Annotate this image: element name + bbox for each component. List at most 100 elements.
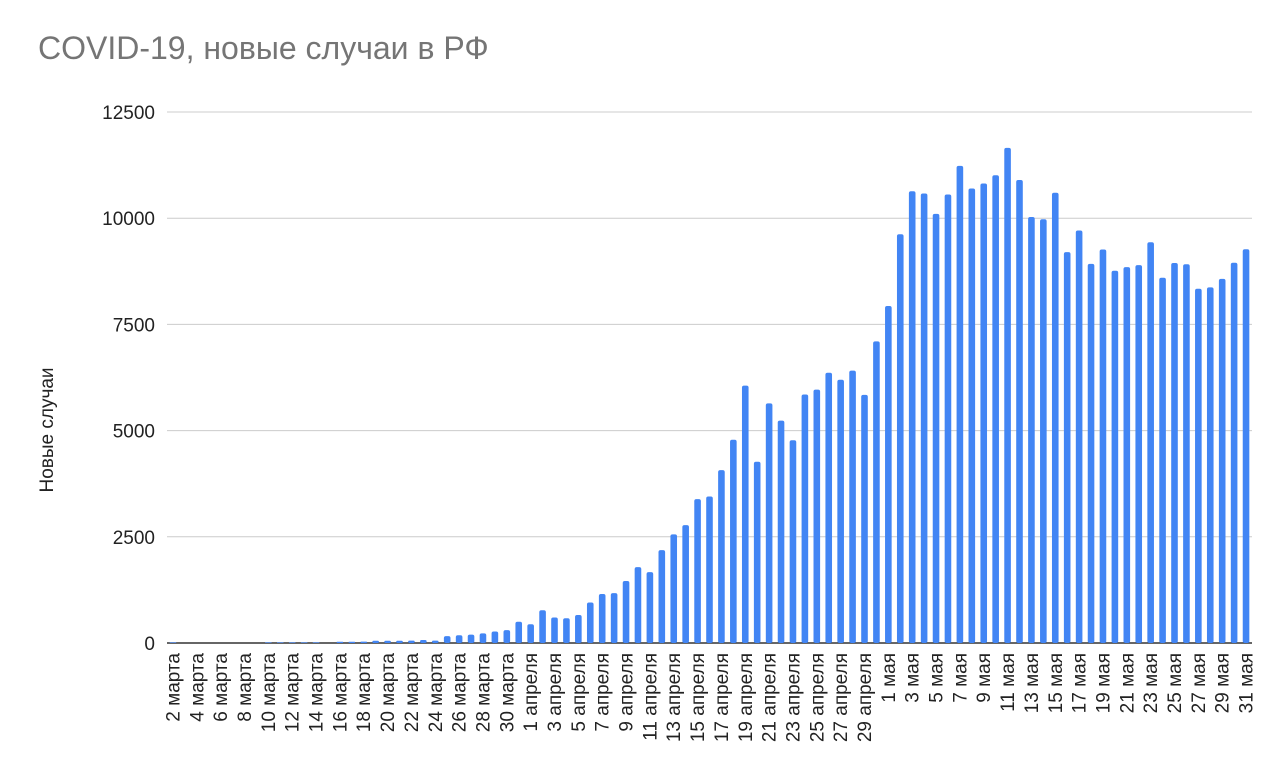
x-tick-label: 22 марта <box>402 653 423 733</box>
bar <box>431 640 439 643</box>
bar <box>443 636 451 643</box>
bar <box>360 641 368 643</box>
bar <box>730 439 737 643</box>
bar <box>825 372 833 643</box>
x-tick-label: 28 марта <box>473 653 494 733</box>
y-tick-label: 7500 <box>113 315 155 336</box>
bar <box>849 370 856 643</box>
bar <box>1099 249 1107 644</box>
bar <box>288 642 296 643</box>
y-axis-ticks: 0 2500 5000 7500 10000 12500 <box>102 103 155 655</box>
x-tick-label: 31 мая <box>1237 653 1258 713</box>
bar <box>503 630 511 643</box>
bar <box>932 213 940 643</box>
bar <box>789 440 797 643</box>
bar <box>1087 263 1095 643</box>
bar <box>408 640 415 643</box>
bar <box>420 639 427 643</box>
x-tick-label: 19 мая <box>1093 653 1114 713</box>
x-tick-label: 17 мая <box>1070 653 1091 713</box>
bar <box>1171 262 1178 643</box>
bar <box>1051 192 1059 643</box>
bar <box>1111 270 1119 643</box>
bar <box>1135 265 1143 643</box>
x-tick-label: 11 мая <box>998 653 1019 712</box>
bar <box>885 306 892 643</box>
bar <box>1195 288 1202 643</box>
x-tick-label: 8 марта <box>235 653 256 722</box>
bar <box>598 593 606 643</box>
x-tick-label: 29 апреля <box>855 653 876 742</box>
x-tick-label: 18 марта <box>354 653 375 733</box>
x-tick-label: 27 мая <box>1189 653 1210 713</box>
bar <box>1016 180 1023 643</box>
x-tick-label: 14 марта <box>307 653 328 733</box>
bar <box>575 615 582 643</box>
bar <box>658 550 666 643</box>
bar <box>956 165 964 644</box>
bar <box>455 635 463 643</box>
x-tick-label: 11 апреля <box>640 653 661 741</box>
bar <box>741 385 749 643</box>
bar <box>718 470 725 643</box>
x-tick-label: 15 мая <box>1046 653 1067 713</box>
bar <box>861 394 868 643</box>
bar <box>265 642 272 643</box>
bar <box>646 572 654 643</box>
bar <box>1004 147 1011 643</box>
x-tick-label: 4 марта <box>187 653 208 722</box>
x-tick-label: 2 марта <box>163 653 184 722</box>
bar <box>336 641 344 643</box>
bar <box>1183 264 1190 643</box>
bar <box>837 379 844 643</box>
bar <box>1230 262 1238 643</box>
bar <box>1218 278 1226 643</box>
bar <box>634 567 642 643</box>
x-tick-label: 26 марта <box>450 653 471 733</box>
x-tick-label: 5 апреля <box>569 653 590 732</box>
bar <box>622 581 630 643</box>
bar <box>992 175 999 643</box>
bar <box>1028 217 1035 643</box>
gridlines <box>167 111 1252 644</box>
bar <box>801 394 809 643</box>
x-tick-label: 1 мая <box>879 653 900 703</box>
x-tick-label: 20 марта <box>378 653 399 733</box>
bar <box>920 193 928 644</box>
bar <box>670 534 678 643</box>
bar <box>682 525 689 643</box>
x-tick-label: 10 марта <box>259 653 280 733</box>
bar <box>1242 249 1250 644</box>
x-tick-label: 3 апреля <box>545 653 566 732</box>
y-tick-label: 0 <box>144 634 155 655</box>
bar <box>610 593 618 643</box>
bar <box>467 634 475 643</box>
bar <box>300 642 308 643</box>
bar <box>479 633 487 643</box>
y-axis-label: Новые случаи <box>37 367 58 492</box>
x-tick-label: 7 апреля <box>593 653 614 732</box>
x-tick-label: 17 апреля <box>712 653 733 742</box>
bar <box>384 640 391 643</box>
bar <box>1063 252 1071 643</box>
bar <box>980 183 988 643</box>
bar <box>372 640 379 643</box>
bar <box>1159 277 1166 643</box>
y-tick-label: 2500 <box>113 528 155 549</box>
x-tick-label: 9 апреля <box>617 653 638 732</box>
bar <box>1147 242 1154 643</box>
bar <box>527 624 534 643</box>
bar <box>777 420 785 643</box>
bar <box>169 642 177 643</box>
bar <box>968 188 976 644</box>
bar <box>539 610 546 643</box>
x-tick-label: 25 апреля <box>807 653 828 742</box>
bar <box>396 640 403 643</box>
bar <box>348 641 356 643</box>
x-tick-label: 23 апреля <box>783 653 804 742</box>
bar <box>1206 287 1214 643</box>
x-tick-label: 16 марта <box>330 653 351 733</box>
bar <box>1075 230 1083 643</box>
x-tick-label: 1 апреля <box>521 653 542 732</box>
